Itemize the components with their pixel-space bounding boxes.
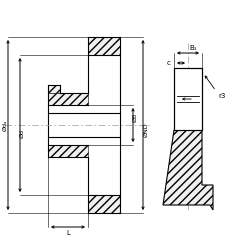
Text: c: c bbox=[167, 60, 171, 66]
Text: L: L bbox=[66, 230, 70, 236]
Text: Ød: Ød bbox=[20, 128, 24, 138]
Polygon shape bbox=[163, 130, 213, 210]
Text: Ødₐ: Ødₐ bbox=[2, 119, 7, 131]
Polygon shape bbox=[48, 93, 88, 105]
Polygon shape bbox=[88, 37, 120, 55]
Text: B₁: B₁ bbox=[189, 45, 197, 51]
Polygon shape bbox=[88, 195, 120, 213]
Polygon shape bbox=[174, 68, 202, 130]
Text: r3: r3 bbox=[218, 93, 226, 99]
Polygon shape bbox=[48, 145, 88, 157]
Text: ØND: ØND bbox=[144, 123, 148, 137]
Text: ØB: ØB bbox=[132, 112, 138, 122]
Polygon shape bbox=[48, 85, 60, 93]
